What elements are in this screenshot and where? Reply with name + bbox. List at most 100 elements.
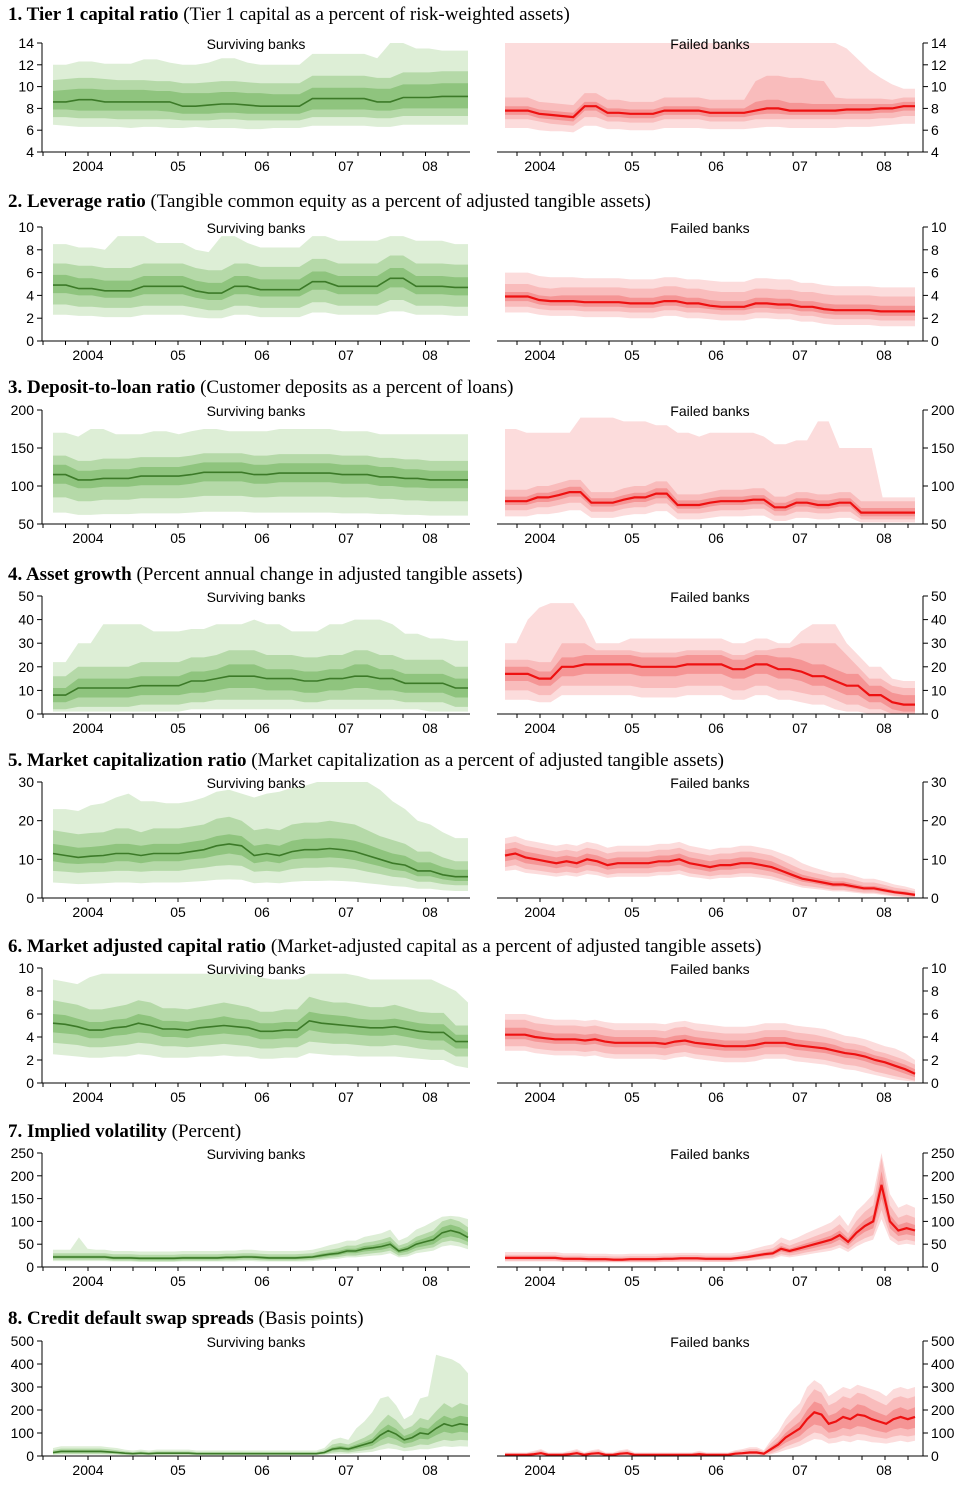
chart-4: 4. Asset growth (Percent annual change i…	[8, 564, 947, 736]
y-tick-label: 50	[931, 1236, 947, 1252]
y-tick-label: 50	[18, 1236, 34, 1252]
x-tick-label: 05	[170, 1462, 186, 1478]
y-tick-label: 2	[931, 1052, 939, 1068]
chart-title: 4. Asset growth (Percent annual change i…	[8, 564, 523, 585]
x-tick-label: 05	[624, 158, 640, 174]
x-tick-label: 2004	[524, 1273, 555, 1289]
x-tick-label: 2004	[524, 1462, 555, 1478]
band-50	[53, 1011, 468, 1049]
y-tick-label: 10	[931, 851, 947, 867]
panel-label: Failed banks	[670, 961, 749, 977]
y-tick-label: 6	[26, 265, 34, 281]
y-tick-label: 30	[931, 774, 947, 790]
panel-failed: Failed banks 2004 05 06 07 08 0 2 4 6 8 10	[497, 960, 947, 1105]
band-50	[53, 664, 468, 703]
y-tick-label: 6	[26, 1006, 34, 1022]
chart-subtitle: (Market capitalization as a percent of a…	[251, 750, 724, 771]
y-tick-label: 30	[18, 774, 34, 790]
y-tick-label: 10	[18, 219, 34, 235]
y-tick-label: 0	[931, 706, 939, 722]
panel-label: Surviving banks	[207, 36, 306, 52]
median-line	[505, 295, 915, 313]
x-tick-label: 05	[170, 1089, 186, 1105]
x-tick-label: 2004	[524, 530, 555, 546]
band-50	[505, 655, 915, 712]
y-tick-label: 40	[18, 612, 34, 628]
panel-failed: Failed banks 2004 05 06 07 08 50 100 150 200	[497, 402, 955, 546]
y-tick-label: 14	[18, 35, 34, 51]
y-tick-label: 10	[931, 219, 947, 235]
y-tick-label: 50	[18, 588, 34, 604]
chart-subtitle: (Percent annual change in adjusted tangi…	[136, 564, 522, 585]
x-tick-label: 2004	[524, 720, 555, 736]
x-tick-label: 05	[170, 904, 186, 920]
x-tick-label: 08	[422, 1273, 438, 1289]
y-tick-label: 30	[931, 635, 947, 651]
chart-title: 7. Implied volatility (Percent)	[8, 1121, 241, 1142]
y-tick-label: 10	[931, 682, 947, 698]
x-tick-label: 2004	[72, 1089, 103, 1105]
y-tick-label: 4	[931, 1029, 939, 1045]
x-tick-label: 05	[170, 1273, 186, 1289]
chart-title-main: 5. Market capitalization ratio	[8, 750, 251, 771]
y-tick-label: 0	[26, 1448, 34, 1464]
panel-failed: Failed banks 2004 05 06 07 08 0 10 20 30	[497, 774, 947, 920]
x-tick-label: 06	[254, 1273, 270, 1289]
chart-subtitle: (Tangible common equity as a percent of …	[150, 191, 650, 212]
panel-label: Surviving banks	[207, 775, 306, 791]
panel-label: Surviving banks	[207, 220, 306, 236]
y-tick-label: 4	[26, 144, 34, 160]
x-tick-label: 06	[254, 158, 270, 174]
y-tick-label: 20	[931, 813, 947, 829]
y-tick-label: 30	[18, 635, 34, 651]
chart-subtitle: (Market-adjusted capital as a percent of…	[271, 936, 762, 957]
x-tick-label: 05	[624, 1089, 640, 1105]
y-tick-label: 10	[18, 682, 34, 698]
panel-label: Failed banks	[670, 775, 749, 791]
panel-surviving: Surviving banks 2004 05 06 07 08 0 2 4 6 8 10	[18, 960, 470, 1105]
median-line	[52, 1422, 469, 1455]
x-tick-label: 07	[792, 720, 808, 736]
x-tick-label: 08	[422, 347, 438, 363]
median-line	[52, 1020, 468, 1043]
chart-subtitle: (Basis points)	[259, 1308, 364, 1329]
y-tick-label: 0	[931, 890, 939, 906]
x-tick-label: 06	[708, 720, 724, 736]
band-80	[53, 1403, 468, 1455]
x-tick-label: 08	[422, 1089, 438, 1105]
y-tick-label: 300	[931, 1379, 955, 1395]
y-tick-label: 2	[26, 310, 34, 326]
chart-title-main: 7. Implied volatility	[8, 1121, 172, 1142]
x-tick-label: 06	[708, 904, 724, 920]
x-tick-label: 2004	[72, 530, 103, 546]
x-tick-label: 06	[708, 1462, 724, 1478]
chart-2: 2. Leverage ratio (Tangible common equit…	[8, 191, 947, 363]
chart-6: 6. Market adjusted capital ratio (Market…	[8, 936, 947, 1105]
y-tick-label: 150	[931, 1191, 955, 1207]
x-tick-label: 2004	[524, 347, 555, 363]
y-tick-label: 0	[26, 1259, 34, 1275]
panel-failed: Failed banks 2004 05 06 07 08 0 2 4 6 8 10	[497, 219, 947, 363]
y-tick-label: 100	[11, 1213, 35, 1229]
x-tick-label: 08	[422, 720, 438, 736]
y-tick-label: 4	[26, 287, 34, 303]
x-tick-label: 08	[876, 158, 892, 174]
y-tick-label: 200	[931, 402, 955, 418]
y-tick-label: 500	[931, 1333, 955, 1349]
x-tick-label: 08	[876, 720, 892, 736]
median-line	[53, 1229, 469, 1260]
y-tick-label: 6	[931, 1006, 939, 1022]
x-tick-label: 06	[708, 1273, 724, 1289]
panel-failed: Failed banks 2004 05 06 07 08 0 10 20 30 40 50	[497, 588, 947, 736]
y-tick-label: 10	[18, 79, 34, 95]
median-line	[504, 852, 916, 896]
x-tick-label: 06	[708, 530, 724, 546]
median-line	[505, 1033, 916, 1075]
band-50	[505, 1027, 915, 1078]
x-tick-label: 07	[338, 347, 354, 363]
chart-title: 5. Market capitalization ratio (Market c…	[8, 750, 724, 771]
median-line	[53, 471, 468, 481]
chart-8: 8. Credit default swap spreads (Basis po…	[8, 1308, 955, 1478]
y-tick-label: 12	[931, 57, 947, 73]
